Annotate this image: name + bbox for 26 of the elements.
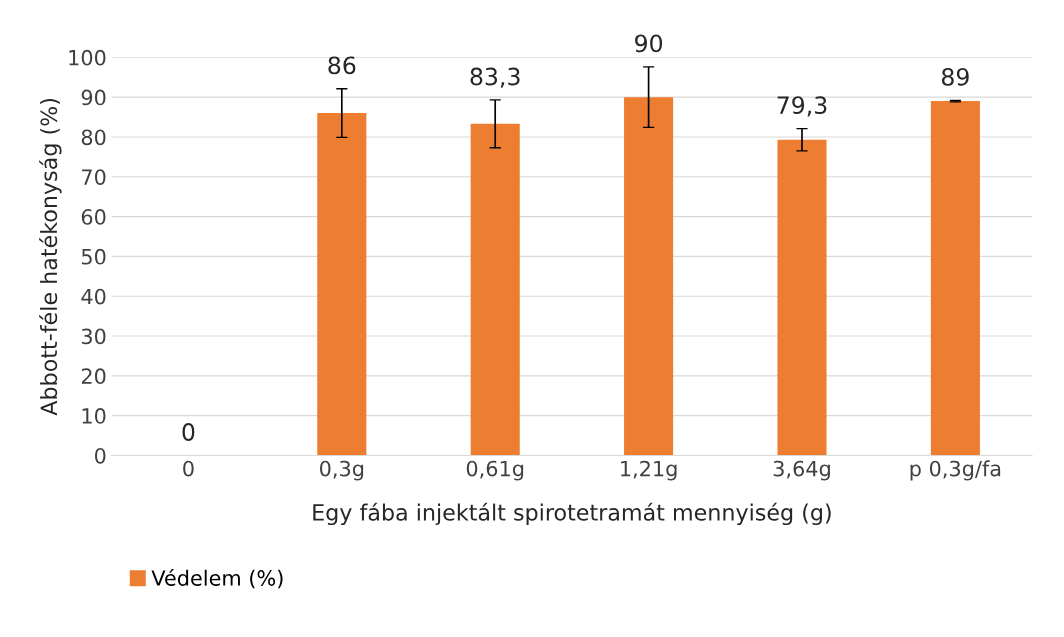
data-label: 90	[635, 34, 663, 53]
y-tick-label: 20	[81, 368, 106, 385]
y-tick-label: 50	[81, 248, 106, 265]
x-axis-title: Egy fába injektált spirotetramát mennyiség (g)	[313, 502, 831, 526]
x-tick-label: p 0,3g/fa	[910, 460, 1001, 481]
x-tick-label: 0,61g	[466, 460, 524, 481]
data-label: 83,3	[470, 67, 520, 88]
data-label: 79,3	[777, 96, 827, 117]
y-tick-label: 70	[82, 169, 106, 185]
y-tick-label: 0	[94, 447, 106, 464]
data-label: 86	[328, 56, 356, 75]
x-tick-label: 3,64g	[773, 460, 830, 481]
y-axis-title: Abbott-féle hatékonyság (%)	[39, 98, 62, 416]
x-tick-label: 1,21g	[621, 460, 677, 481]
y-tick-label: 60	[81, 209, 106, 225]
data-label: 0	[182, 423, 195, 441]
y-tick-label: 30	[81, 328, 106, 345]
x-tick-label: 0	[183, 460, 194, 477]
data-label: 89	[941, 67, 969, 86]
legend-label: Védelem (%)	[151, 568, 283, 589]
y-tick-label: 10	[82, 408, 106, 424]
y-tick-label: 100	[69, 49, 106, 66]
y-tick-label: 80	[81, 129, 106, 146]
x-tick-label: 0,3g	[320, 460, 364, 481]
y-tick-label: 90	[81, 89, 106, 106]
y-tick-label: 40	[81, 288, 106, 305]
